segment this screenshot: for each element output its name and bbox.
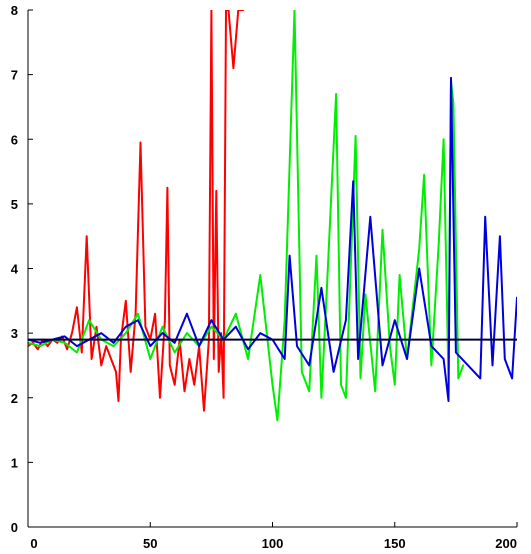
y-tick-label: 8 xyxy=(11,3,18,18)
y-tick-label: 6 xyxy=(11,132,18,147)
y-tick-label: 0 xyxy=(11,520,18,535)
series-line-blue xyxy=(28,76,517,402)
ticks-layer: 0 1 2 3 4 5 6 7 8 0 50 100 150 200 xyxy=(11,3,518,551)
x-tick-label: 200 xyxy=(495,536,517,551)
x-tick-label: 50 xyxy=(143,536,157,551)
y-tick-label: 7 xyxy=(11,68,18,83)
y-tick-label: 5 xyxy=(11,197,18,212)
y-tick-label: 4 xyxy=(11,262,19,277)
x-tick-label: 150 xyxy=(384,536,406,551)
series-layer xyxy=(28,10,517,422)
y-tick-label: 3 xyxy=(11,326,18,341)
y-tick-label: 2 xyxy=(11,391,18,406)
axes-layer xyxy=(27,10,517,528)
x-tick-label: 0 xyxy=(30,536,37,551)
x-tick-label: 100 xyxy=(262,536,284,551)
y-tick-label: 1 xyxy=(11,455,18,470)
series-line-red xyxy=(28,10,245,412)
series-line-green xyxy=(28,10,465,422)
